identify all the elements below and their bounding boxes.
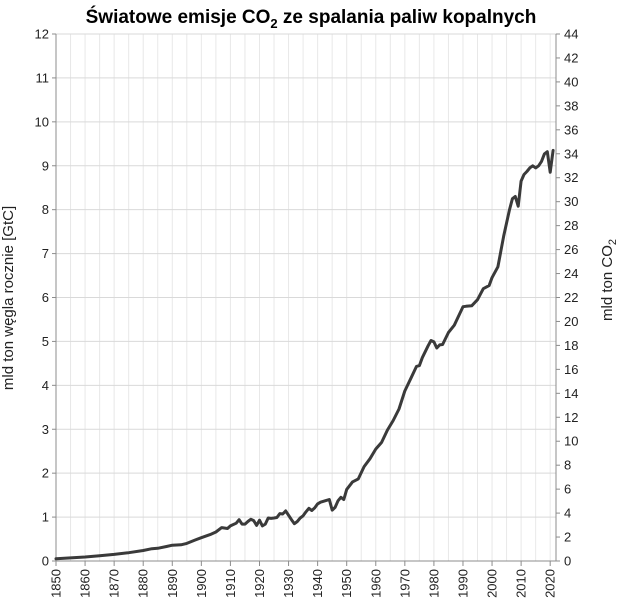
left-axis-label: mld ton węgla rocznie [GtC] — [0, 206, 17, 390]
right-tick-label: 30 — [564, 194, 578, 209]
right-tick-label: 24 — [564, 266, 578, 281]
left-tick-label: 5 — [42, 334, 49, 349]
x-tick-label: 1870 — [107, 569, 122, 598]
x-tick-label: 1980 — [426, 569, 441, 598]
x-tick-label: 2020 — [543, 569, 558, 598]
right-tick-label: 44 — [564, 27, 578, 42]
left-tick-label: 9 — [42, 158, 49, 173]
left-tick-label: 4 — [42, 378, 49, 393]
right-tick-label: 18 — [564, 338, 578, 353]
x-tick-label: 1880 — [136, 569, 151, 598]
x-tick-label: 1850 — [49, 569, 64, 598]
left-tick-label: 3 — [42, 422, 49, 437]
series-line-0 — [54, 148, 555, 561]
right-tick-label: 38 — [564, 98, 578, 113]
left-tick-label: 8 — [42, 202, 49, 217]
left-tick-label: 0 — [42, 554, 49, 569]
x-tick-label: 1940 — [310, 569, 325, 598]
right-tick-label: 12 — [564, 410, 578, 425]
left-tick-label: 10 — [35, 114, 49, 129]
x-tick-labels: 1850 1860 1870 1880 1890 1900 1910 1920 1930 1940… — [49, 561, 558, 598]
x-tick-label: 1890 — [165, 569, 180, 598]
left-tick-label: 6 — [42, 290, 49, 305]
gridlines — [55, 33, 556, 561]
right-tick-label: 16 — [564, 362, 578, 377]
right-tick-label: 34 — [564, 146, 578, 161]
right-tick-label: 10 — [564, 434, 578, 449]
right-tick-label: 28 — [564, 218, 578, 233]
x-tick-label: 1900 — [194, 569, 209, 598]
right-tick-label: 14 — [564, 386, 578, 401]
left-tick-label: 7 — [42, 246, 49, 261]
x-tick-label: 1910 — [223, 569, 238, 598]
right-tick-label: 20 — [564, 314, 578, 329]
right-tick-label: 22 — [564, 290, 578, 305]
right-tick-label: 2 — [564, 530, 571, 545]
right-y-tick-labels: 0246810121416182022242628303234363840424… — [556, 27, 578, 569]
x-tick-label: 1930 — [281, 569, 296, 598]
left-tick-label: 1 — [42, 510, 49, 525]
right-tick-label: 4 — [564, 506, 571, 521]
x-tick-label: 1990 — [455, 569, 470, 598]
x-tick-label: 1970 — [397, 569, 412, 598]
x-tick-label: 1920 — [252, 569, 267, 598]
right-tick-label: 42 — [564, 50, 578, 65]
x-tick-label: 1950 — [339, 569, 354, 598]
chart-title: Światowe emisje CO2 ze spalania paliw ko… — [86, 6, 537, 31]
x-tick-label: 2000 — [485, 569, 500, 598]
x-tick-label: 1860 — [78, 569, 93, 598]
right-tick-label: 36 — [564, 122, 578, 137]
right-tick-label: 26 — [564, 242, 578, 257]
right-tick-label: 0 — [564, 554, 571, 569]
left-tick-label: 12 — [35, 27, 49, 42]
left-tick-label: 2 — [42, 466, 49, 481]
x-tick-label: 2010 — [514, 569, 529, 598]
right-tick-label: 8 — [564, 458, 571, 473]
right-axis-label: mld ton CO2 — [599, 239, 619, 321]
right-tick-label: 6 — [564, 482, 571, 497]
left-tick-label: 11 — [36, 70, 50, 85]
x-tick-label: 1960 — [368, 569, 383, 598]
series-layer — [54, 148, 555, 561]
right-tick-label: 32 — [564, 170, 578, 185]
right-tick-label: 40 — [564, 74, 578, 89]
